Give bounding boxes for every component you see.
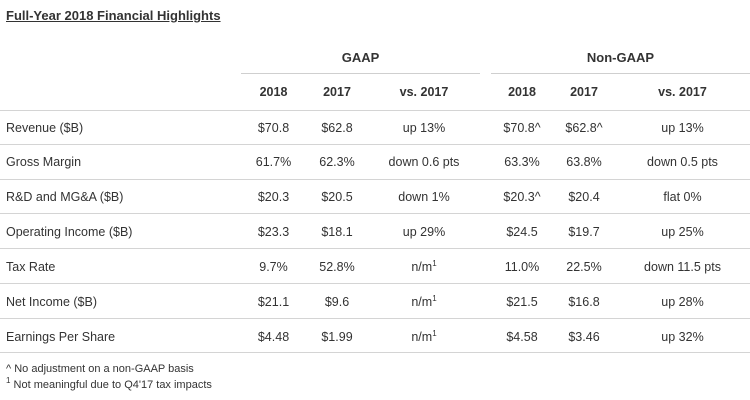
cell-operating-income-nongaap-2018: $24.5 [506, 225, 538, 239]
cell-revenue-nongaap-change: up 13% [661, 121, 704, 135]
cell-gross-margin-nongaap-2017: 63.8% [566, 155, 602, 169]
cell-gross-margin-gaap-2017: 62.3% [319, 155, 355, 169]
row-label-operating-income: Operating Income ($B) [6, 225, 133, 239]
group-header-non-gaap: Non-GAAP [586, 50, 655, 65]
cell-rd-mga-gaap-2017: $20.5 [321, 190, 353, 204]
footnote-caret-mark: ^ [6, 363, 12, 375]
footnote-one: 1 Not meaningful due to Q4'17 tax impact… [6, 376, 212, 392]
cell-net-income-nongaap-2018: $21.5 [506, 295, 538, 309]
group-underline-gaap [241, 73, 480, 74]
column-header-non-gaap-vs-2017: vs. 2017 [658, 85, 707, 99]
cell-operating-income-gaap-2018: $23.3 [257, 225, 290, 239]
cell-eps-nongaap-2018: $4.58 [506, 330, 538, 344]
row-divider [0, 283, 750, 284]
cell-tax-rate-gaap-2017: 52.8% [319, 260, 355, 274]
cell-eps-gaap-change-wrapper: n/m1 [368, 329, 480, 345]
cell-gross-margin-nongaap-change: down 0.5 pts [647, 155, 718, 169]
cell-gross-margin-gaap-2018: 61.7% [255, 155, 292, 169]
cell-revenue-nongaap-2018: $70.8^ [503, 121, 541, 135]
row-divider [0, 248, 750, 249]
footnote-caret-text: No adjustment on a non-GAAP basis [14, 363, 194, 375]
footnote-one-text: Not meaningful due to Q4'17 tax impacts [13, 379, 212, 391]
row-divider [0, 352, 750, 353]
cell-net-income-nongaap-2017: $16.8 [568, 295, 600, 309]
cell-revenue-nongaap-2017: $62.8^ [565, 121, 603, 135]
cell-eps-nongaap-2017: $3.46 [568, 330, 600, 344]
footnote-one-mark: 1 [6, 376, 11, 385]
footnote-caret: ^ No adjustment on a non-GAAP basis [6, 363, 194, 375]
cell-tax-rate-nongaap-2018: 11.0% [504, 260, 540, 274]
cell-eps-gaap-change: n/m [411, 330, 433, 344]
row-label-gross-margin: Gross Margin [6, 155, 82, 169]
cell-tax-rate-nongaap-2017: 22.5% [566, 260, 602, 274]
row-divider [0, 318, 750, 319]
header-divider [0, 110, 750, 111]
cell-revenue-gaap-2018: $70.8 [257, 121, 290, 135]
cell-eps-gaap-2018: $4.48 [257, 330, 290, 344]
column-header-gaap-vs-2017: vs. 2017 [399, 85, 449, 99]
cell-revenue-gaap-change: up 13% [402, 121, 446, 135]
cell-net-income-gaap-change-wrapper: n/m1 [368, 294, 480, 310]
cell-operating-income-gaap-change: up 29% [402, 225, 446, 239]
column-header-gaap-2018: 2018 [259, 85, 288, 99]
row-label-net-income: Net Income ($B) [6, 295, 98, 309]
row-label-rd-mga: R&D and MG&A ($B) [6, 190, 124, 204]
footnote-superscript: 1 [432, 294, 437, 303]
row-label-eps: Earnings Per Share [6, 330, 116, 344]
row-divider [0, 213, 750, 214]
cell-rd-mga-nongaap-change: flat 0% [663, 190, 702, 204]
row-label-revenue: Revenue ($B) [6, 121, 84, 135]
cell-operating-income-nongaap-2017: $19.7 [568, 225, 600, 239]
cell-net-income-gaap-2017: $9.6 [324, 295, 350, 309]
cell-gross-margin-gaap-change: down 0.6 pts [388, 155, 460, 169]
row-label-tax-rate: Tax Rate [6, 260, 56, 274]
cell-operating-income-gaap-2017: $18.1 [321, 225, 353, 239]
cell-tax-rate-gaap-change-wrapper: n/m1 [368, 259, 480, 275]
group-underline-non-gaap [491, 73, 750, 74]
column-header-non-gaap-2017: 2017 [570, 85, 598, 99]
column-header-gaap-2017: 2017 [323, 85, 351, 99]
cell-tax-rate-gaap-2018: 9.7% [259, 260, 288, 274]
page-title: Full-Year 2018 Financial Highlights [6, 8, 221, 23]
cell-rd-mga-nongaap-2017: $20.4 [568, 190, 600, 204]
cell-rd-mga-gaap-change: down 1% [398, 190, 450, 204]
cell-operating-income-nongaap-change: up 25% [661, 225, 704, 239]
cell-tax-rate-gaap-change: n/m [411, 260, 433, 274]
column-header-non-gaap-2018: 2018 [508, 85, 536, 99]
row-divider [0, 179, 750, 180]
group-header-gaap: GAAP [341, 50, 380, 65]
cell-net-income-nongaap-change: up 28% [661, 295, 704, 309]
cell-eps-nongaap-change: up 32% [661, 330, 704, 344]
cell-rd-mga-gaap-2018: $20.3 [257, 190, 290, 204]
cell-rd-mga-nongaap-2018: $20.3^ [503, 190, 541, 204]
row-divider [0, 144, 750, 145]
cell-net-income-gaap-2018: $21.1 [257, 295, 290, 309]
cell-revenue-gaap-2017: $62.8 [321, 121, 353, 135]
cell-eps-gaap-2017: $1.99 [321, 330, 353, 344]
footnote-superscript: 1 [432, 259, 437, 268]
footnote-superscript: 1 [432, 329, 437, 338]
cell-net-income-gaap-change: n/m [411, 295, 433, 309]
cell-gross-margin-nongaap-2018: 63.3% [504, 155, 540, 169]
cell-tax-rate-nongaap-change: down 11.5 pts [644, 260, 721, 274]
